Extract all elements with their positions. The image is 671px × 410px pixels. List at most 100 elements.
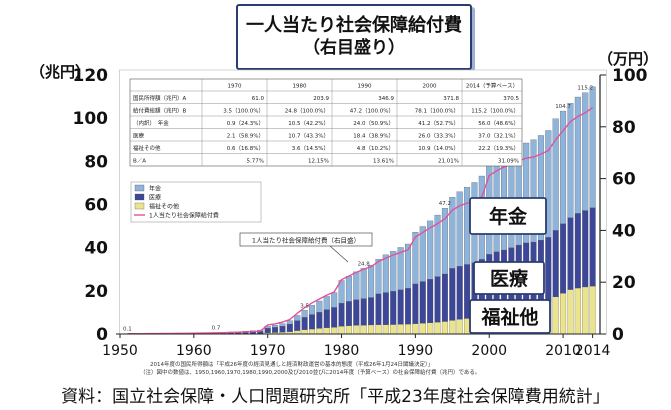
table-frame [129, 78, 523, 167]
bar-welfare [449, 320, 456, 335]
x-tick-label: 1990 [398, 343, 434, 359]
pension-label-box [469, 197, 547, 235]
data-label: 0.7 [212, 326, 221, 332]
bar-medical [368, 297, 375, 326]
bar-pension [545, 130, 552, 238]
medical-label: 医療 [490, 267, 529, 290]
bar-welfare [301, 329, 308, 335]
bar-pension [560, 110, 567, 224]
y-left-tick-label: 40 [84, 239, 108, 259]
table-cell: 3.6（14.5%） [292, 145, 329, 152]
bar-medical [360, 298, 367, 326]
bar-pension [301, 310, 308, 318]
bar-welfare [419, 323, 426, 335]
x-tick-label: 2014 [575, 343, 611, 359]
bar-pension [419, 226, 426, 282]
bar-medical [589, 207, 596, 287]
table-cell: 21.01% [438, 158, 459, 164]
table-cell: 41.2（52.7%） [418, 120, 459, 127]
table-cell: 3.5（100.0%） [223, 107, 264, 114]
bar-medical [375, 293, 382, 325]
bar-pension [434, 214, 441, 277]
bar-pension [404, 243, 412, 289]
data-label: 0.1 [123, 327, 132, 333]
table-header-cell: 2000 [423, 84, 437, 90]
bar-welfare [382, 324, 389, 335]
bar-medical [397, 289, 404, 325]
bar-welfare [582, 286, 589, 335]
table-cell: （内訳） 年金 [133, 119, 169, 127]
x-tick-label: 2000 [471, 343, 507, 359]
table-cell: 203.9 [313, 96, 329, 102]
bar-medical [390, 291, 397, 325]
y-left-axis-label: （兆円） [30, 63, 90, 81]
bar-pension [427, 220, 434, 280]
bar-medical [308, 314, 316, 330]
bar-medical [545, 237, 552, 302]
bar-medical [434, 276, 441, 323]
chart-title-box: 一人当たり社会保障給付費 （右目盛り） [236, 4, 472, 70]
y-left-tick-label: 0 [96, 325, 108, 345]
bar-medical [419, 281, 426, 324]
bar-medical [272, 327, 279, 333]
bar-welfare [323, 327, 330, 335]
bar-medical [412, 283, 419, 324]
bar-welfare [456, 319, 463, 335]
bar-pension [574, 96, 581, 214]
bar-welfare [308, 328, 316, 335]
table-cell: 78.1（100.0%） [415, 107, 459, 114]
table-cell: 10.5（42.2%） [288, 120, 329, 127]
bar-pension [530, 139, 537, 243]
x-tick-label: 1970 [250, 343, 286, 359]
summary-table: 1970 1980 1990 2000 2014（予算ベース） 国民所得額（兆円）A 61.… [129, 78, 523, 167]
bar-medical [264, 328, 271, 333]
table-header-cell: 1990 [358, 84, 372, 90]
footnote-2: （注）図中の数値は、1950,1960,1970,1980,1990,2000及… [140, 368, 480, 376]
table-cell: 10.9（14.0%） [418, 145, 459, 152]
bar-pension [464, 187, 471, 265]
bar-medical [552, 230, 559, 298]
table-cell: 12.15% [308, 158, 329, 164]
legend-label: 年金 [149, 185, 161, 193]
bar-welfare [560, 293, 567, 335]
bar-welfare [316, 328, 323, 335]
line-callout-pointer [329, 245, 349, 263]
y-left-tick-label: 60 [84, 196, 108, 216]
bar-welfare [441, 321, 448, 335]
bar-medical [582, 210, 589, 288]
table-cell: 24.8（100.0%） [285, 107, 329, 114]
bar-medical [382, 292, 389, 325]
y-right-tick-label: 40 [612, 221, 636, 241]
table-cell: 給付費総額（兆円）B [133, 106, 187, 114]
bar-welfare [434, 322, 441, 335]
annotations: 1人当たり社会保障給付費（右目盛）年金医療福祉他2014年度の国民所得額は「平成… [140, 197, 551, 376]
y-right-tick-label: 60 [612, 170, 636, 190]
bar-welfare [427, 322, 434, 335]
bar-pension [375, 259, 382, 294]
bar-welfare [338, 326, 345, 335]
pension-label: 年金 [489, 205, 528, 228]
bar-pension [537, 135, 544, 241]
table-cell: 2.1（58.9%） [227, 132, 264, 139]
table-cell: 24.0（50.9%） [353, 120, 394, 127]
legend-swatch [134, 193, 145, 201]
footnote-1: 2014年度の国民所得額は「平成26年度の経済見通しと経済財政運営の基本的態度（… [150, 360, 433, 368]
bar-welfare [331, 327, 338, 335]
y-left-tick-label: 20 [84, 282, 108, 302]
table-cell: 346.9 [378, 96, 394, 102]
y-right-axis-label: （万円） [598, 50, 658, 68]
welfare-label: 福祉他 [480, 306, 538, 329]
legend-swatch [134, 202, 145, 210]
y-right-tick-label: 0 [612, 325, 624, 345]
bar-medical [464, 264, 471, 319]
y-right-tick-label: 80 [612, 118, 636, 138]
bar-pension [345, 276, 352, 302]
table-cell: 22.2（19.3%） [478, 145, 519, 152]
table-cell: 26.0（33.3%） [418, 132, 459, 139]
bar-pension [456, 191, 463, 267]
bar-medical [286, 323, 293, 332]
legend-label: 医療 [149, 194, 161, 202]
bar-welfare [412, 323, 419, 335]
medical-label-box [473, 261, 545, 295]
x-tick-label: 1960 [176, 343, 212, 359]
